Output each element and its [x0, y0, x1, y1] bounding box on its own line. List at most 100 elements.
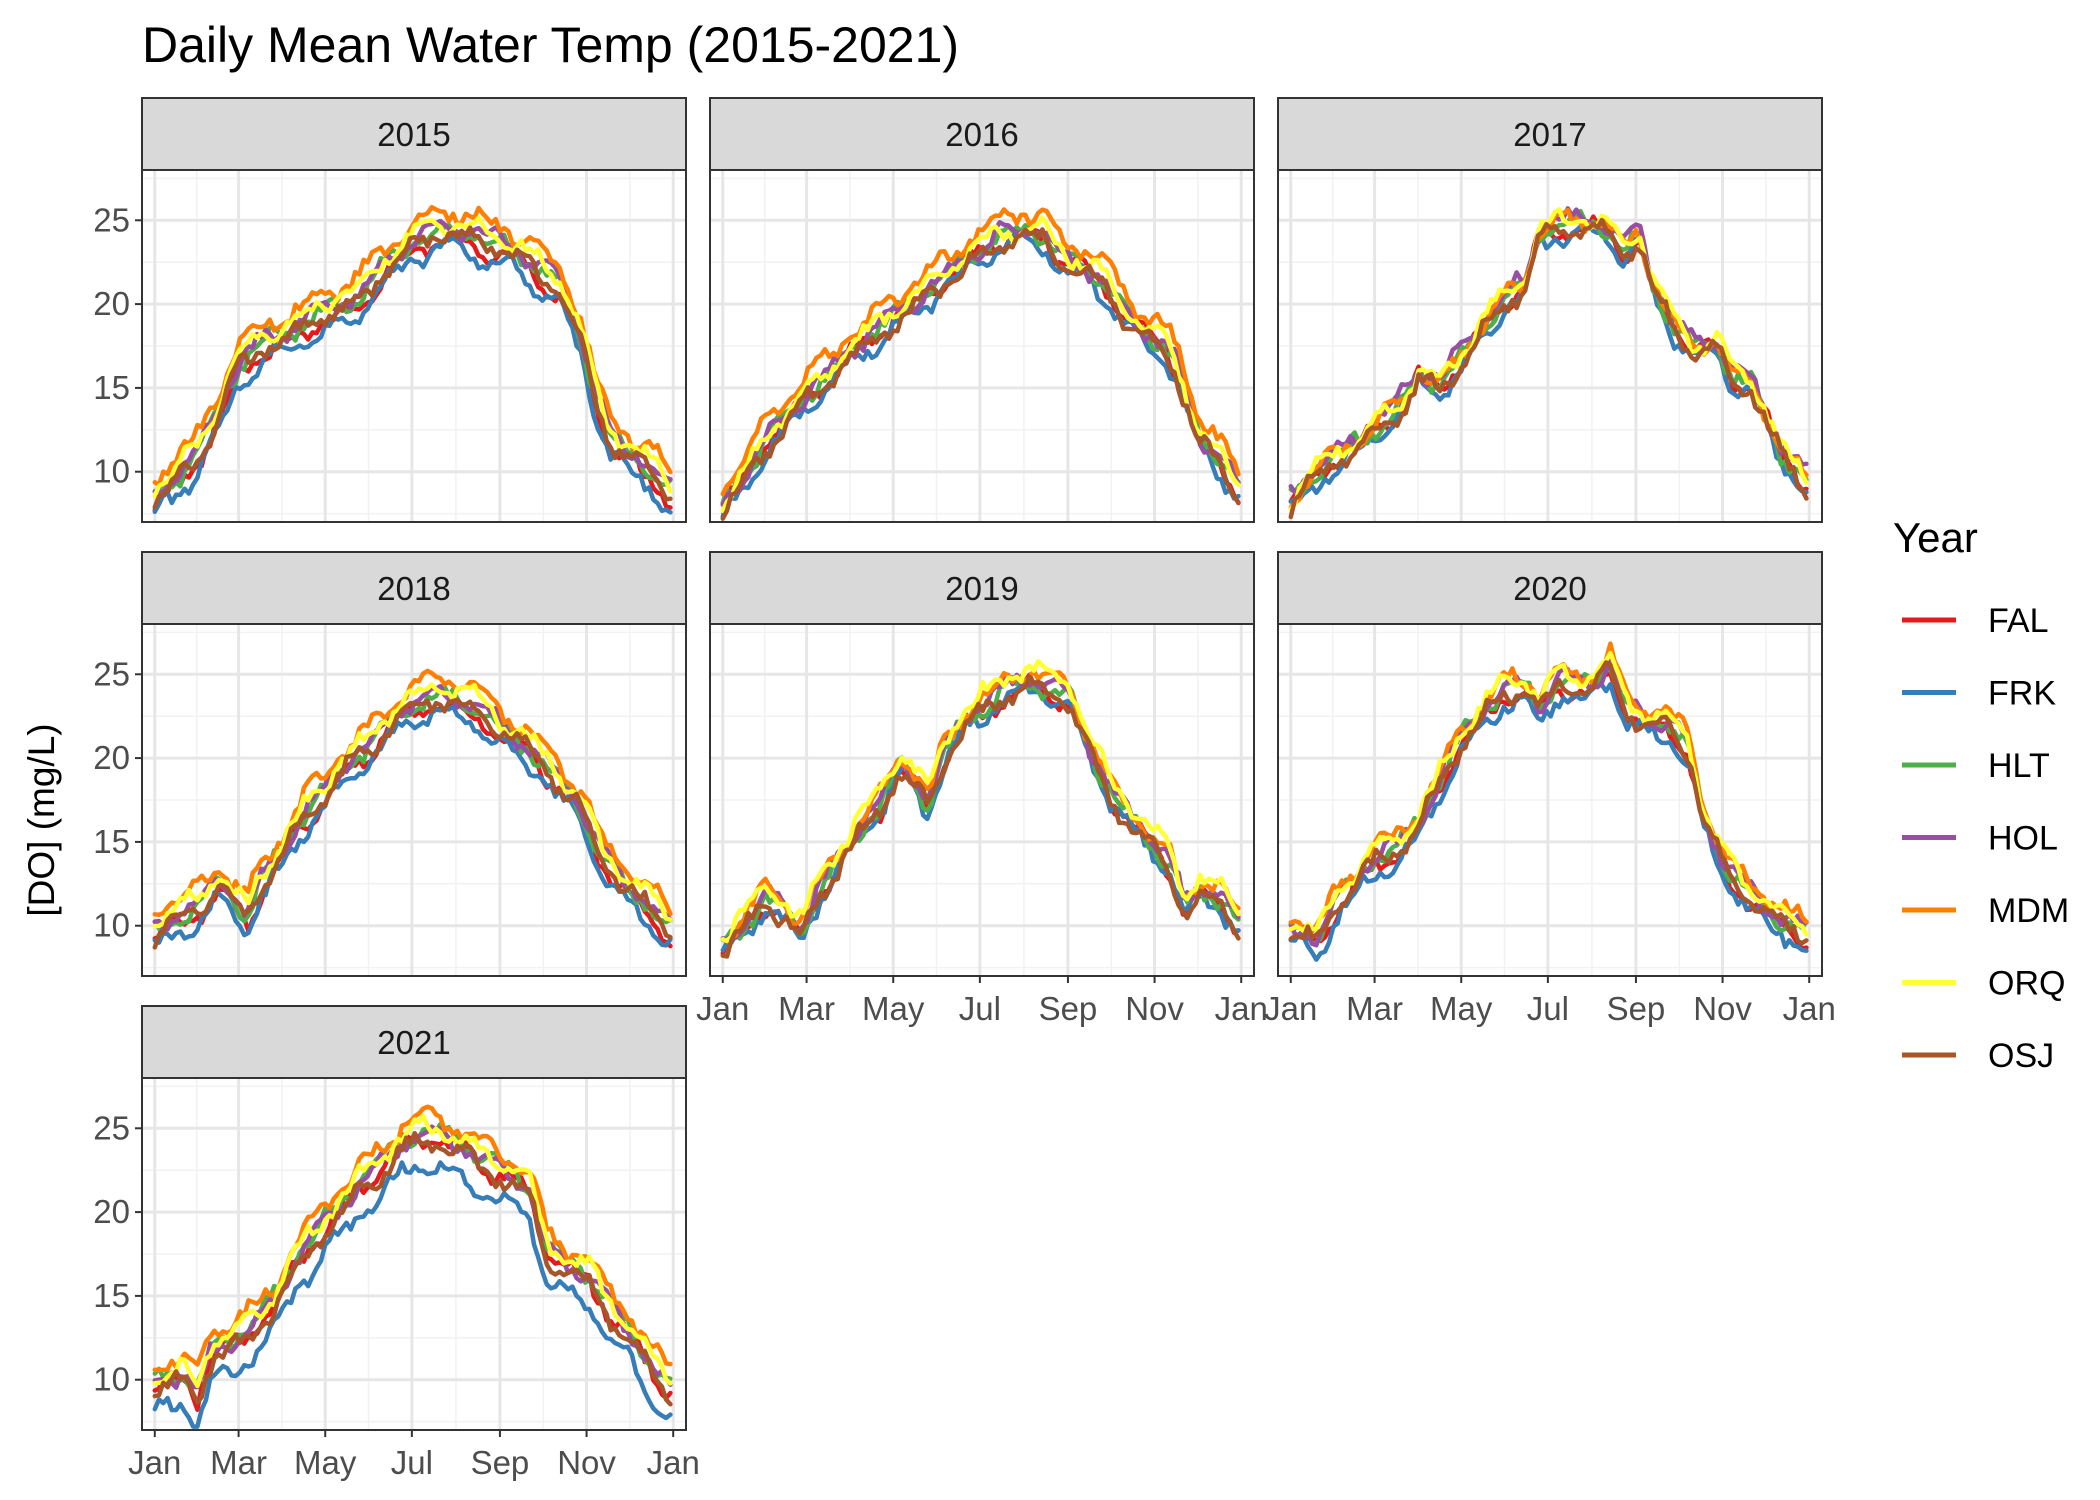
series-line-orq — [1288, 650, 1809, 937]
series-line-orq — [720, 659, 1241, 944]
x-tick-label: Jan — [1264, 990, 1317, 1027]
facet-panel-2020: 2020 Jan Mar May Jul Sep Nov Jan — [1264, 551, 1836, 1027]
y-tick-label: 20 — [93, 739, 130, 776]
panel-border — [141, 169, 687, 523]
x-tick-label: May — [862, 990, 925, 1027]
x-tick-label: Mar — [1346, 990, 1403, 1027]
panel-border — [709, 169, 1255, 523]
legend-title: Year — [1893, 514, 1978, 561]
x-tick-label: Jul — [959, 990, 1001, 1027]
x-tick-label: Jan — [1215, 990, 1268, 1027]
y-tick-label: 25 — [93, 1109, 130, 1146]
series-line-orq — [152, 215, 673, 499]
facet-panel-2018: 2018 10 15 20 25 — [93, 551, 687, 977]
legend-label: MDM — [1988, 892, 2069, 930]
x-tick-label: Jan — [696, 990, 749, 1027]
x-tick-label: Nov — [1125, 990, 1184, 1027]
legend: Year FAL FRK HLT HOL MDM ORQ OSJ — [1893, 514, 2069, 1075]
y-tick-label: 15 — [93, 823, 130, 860]
panel-border — [1277, 623, 1823, 977]
series-line-osj — [1288, 217, 1809, 520]
legend-item-frk: FRK — [1902, 675, 2056, 713]
series-line-frk — [152, 1160, 673, 1429]
y-tick-label: 25 — [93, 655, 130, 692]
facet-strip-label: 2016 — [945, 116, 1018, 153]
facet-strip-label: 2019 — [945, 570, 1018, 607]
series-line-orq — [152, 1113, 673, 1389]
x-tick-label: Jul — [391, 1444, 433, 1481]
facet-strip — [141, 1005, 687, 1079]
x-tick-label: Mar — [210, 1444, 267, 1481]
legend-item-mdm: MDM — [1902, 892, 2069, 930]
legend-item-hol: HOL — [1902, 820, 2058, 858]
facet-strip-label: 2021 — [377, 1024, 450, 1061]
y-tick-label: 10 — [93, 453, 130, 490]
series-group — [1288, 206, 1809, 520]
facet-strip-label: 2017 — [1513, 116, 1586, 153]
legend-label: FRK — [1988, 675, 2056, 713]
series-line-mdm — [720, 207, 1241, 497]
series-line-osj — [152, 1130, 673, 1407]
series-group — [720, 659, 1241, 959]
series-group — [152, 668, 673, 950]
facet-strip-label: 2020 — [1513, 570, 1586, 607]
y-tick-label: 15 — [93, 1277, 130, 1314]
y-tick-label: 10 — [93, 1361, 130, 1398]
y-tick-label: 10 — [93, 907, 130, 944]
x-tick-label: Jan — [128, 1444, 181, 1481]
facet-strip-label: 2018 — [377, 570, 450, 607]
x-tick-label: Sep — [471, 1444, 530, 1481]
series-line-frk — [720, 229, 1241, 519]
panel-border — [709, 623, 1255, 977]
series-line-osj — [152, 225, 673, 510]
facet-strip — [141, 551, 687, 625]
series-line-frk — [152, 704, 673, 948]
series-line-hol — [1288, 658, 1809, 948]
series-line-frk — [1288, 681, 1809, 962]
series-group — [720, 207, 1241, 521]
facet-strip — [141, 97, 687, 171]
panel-border — [141, 623, 687, 977]
x-tick-label: May — [1430, 990, 1493, 1027]
x-tick-label: Nov — [1693, 990, 1752, 1027]
legend-label: ORQ — [1988, 965, 2065, 1003]
series-line-orq — [152, 682, 673, 929]
series-group — [152, 204, 673, 515]
chart-title: Daily Mean Water Temp (2015-2021) — [142, 17, 959, 73]
series-line-orq — [1288, 207, 1809, 512]
facet-panel-2016: 2016 — [709, 97, 1255, 523]
facet-panel-2015: 2015 10 15 20 25 — [93, 97, 687, 523]
x-tick-label: Jan — [1783, 990, 1836, 1027]
facet-panel-2021: 2021 10 15 20 25 Jan Mar May Jul Sep Nov Jan — [93, 1005, 700, 1481]
x-tick-label: Jul — [1527, 990, 1569, 1027]
legend-label: FAL — [1988, 602, 2048, 640]
facet-strip — [1277, 551, 1823, 625]
series-line-osj — [1288, 660, 1809, 946]
series-line-osj — [720, 227, 1241, 521]
legend-item-osj: OSJ — [1902, 1037, 2054, 1075]
x-tick-label: Jan — [647, 1444, 700, 1481]
facet-panels: 2015 10 15 20 25 2016 2017 2018 10 15 20 25 2019 Jan M… — [93, 97, 1836, 1481]
x-tick-label: May — [294, 1444, 357, 1481]
x-tick-label: Nov — [557, 1444, 616, 1481]
series-group — [152, 1104, 673, 1429]
panel-border — [1277, 169, 1823, 523]
legend-item-hlt: HLT — [1902, 747, 2050, 785]
series-line-osj — [152, 697, 673, 950]
legend-label: OSJ — [1988, 1037, 2054, 1075]
series-line-mdm — [152, 1104, 673, 1373]
series-group — [1288, 641, 1809, 962]
y-tick-label: 20 — [93, 285, 130, 322]
x-tick-label: Sep — [1039, 990, 1098, 1027]
panel-border — [141, 1077, 687, 1431]
x-tick-label: Mar — [778, 990, 835, 1027]
y-tick-label: 25 — [93, 201, 130, 238]
y-tick-label: 15 — [93, 369, 130, 406]
facet-strip — [709, 551, 1255, 625]
series-line-osj — [720, 674, 1241, 959]
legend-item-fal: FAL — [1902, 602, 2048, 640]
facet-panel-2019: 2019 Jan Mar May Jul Sep Nov Jan — [696, 551, 1268, 1027]
facet-strip-label: 2015 — [377, 116, 450, 153]
legend-item-orq: ORQ — [1902, 965, 2065, 1003]
